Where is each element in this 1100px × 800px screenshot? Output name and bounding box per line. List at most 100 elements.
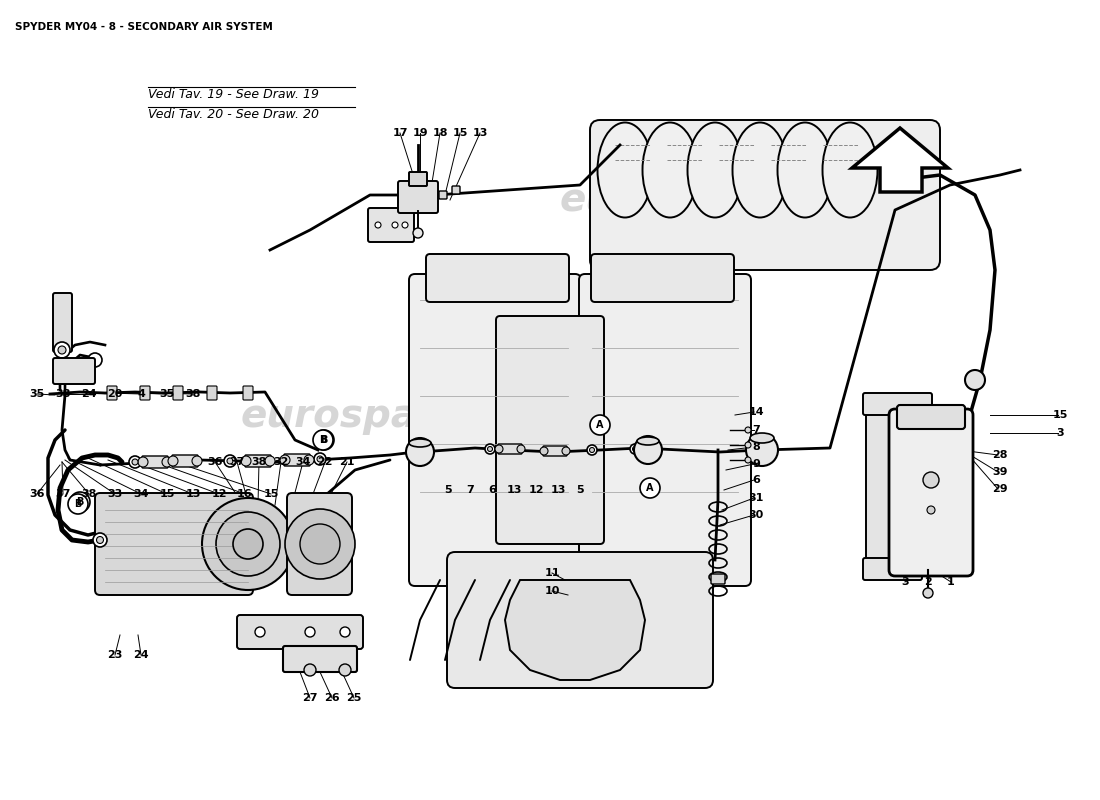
Circle shape <box>265 456 275 466</box>
Circle shape <box>495 445 503 453</box>
Circle shape <box>233 529 263 559</box>
FancyBboxPatch shape <box>368 208 414 242</box>
Circle shape <box>300 524 340 564</box>
Circle shape <box>562 447 570 455</box>
Ellipse shape <box>637 437 659 445</box>
Circle shape <box>54 342 70 358</box>
Circle shape <box>339 664 351 676</box>
Circle shape <box>94 533 107 547</box>
FancyBboxPatch shape <box>409 274 581 586</box>
FancyBboxPatch shape <box>889 409 974 576</box>
Text: 31: 31 <box>748 493 763 503</box>
FancyBboxPatch shape <box>866 398 892 572</box>
Text: 10: 10 <box>544 586 560 596</box>
Circle shape <box>406 438 434 466</box>
FancyBboxPatch shape <box>496 316 604 544</box>
Text: 32: 32 <box>273 457 288 467</box>
Text: 24: 24 <box>81 389 97 399</box>
FancyBboxPatch shape <box>173 386 183 400</box>
Text: 30: 30 <box>748 510 763 520</box>
Text: 29: 29 <box>992 484 1008 494</box>
Ellipse shape <box>597 122 652 218</box>
Ellipse shape <box>409 439 431 447</box>
Text: A: A <box>647 483 653 493</box>
Ellipse shape <box>733 122 788 218</box>
Circle shape <box>317 456 323 462</box>
Circle shape <box>216 512 280 576</box>
Circle shape <box>314 430 333 450</box>
Circle shape <box>97 537 103 543</box>
FancyBboxPatch shape <box>140 386 150 400</box>
Text: 34: 34 <box>295 457 310 467</box>
FancyBboxPatch shape <box>142 456 168 468</box>
Circle shape <box>304 455 313 465</box>
Text: 35: 35 <box>160 389 175 399</box>
Circle shape <box>162 457 172 467</box>
Text: 37: 37 <box>229 457 244 467</box>
Circle shape <box>923 588 933 598</box>
Circle shape <box>634 436 662 464</box>
FancyBboxPatch shape <box>543 446 566 456</box>
Circle shape <box>138 457 148 467</box>
Text: Vedi Tav. 20 - See Draw. 20: Vedi Tav. 20 - See Draw. 20 <box>148 108 319 121</box>
FancyBboxPatch shape <box>95 493 253 595</box>
FancyBboxPatch shape <box>591 254 734 302</box>
Text: 12: 12 <box>211 489 227 499</box>
Text: 28: 28 <box>992 450 1008 460</box>
FancyBboxPatch shape <box>579 274 751 586</box>
FancyBboxPatch shape <box>53 358 95 384</box>
Circle shape <box>487 446 493 451</box>
FancyBboxPatch shape <box>287 493 352 595</box>
Text: 24: 24 <box>133 650 148 660</box>
Text: SPYDER MY04 - 8 - SECONDARY AIR SYSTEM: SPYDER MY04 - 8 - SECONDARY AIR SYSTEM <box>15 22 273 32</box>
Circle shape <box>224 455 236 467</box>
Circle shape <box>58 346 66 354</box>
Text: 25: 25 <box>346 693 362 703</box>
FancyBboxPatch shape <box>590 120 940 270</box>
Text: B: B <box>319 435 327 445</box>
Text: 38: 38 <box>81 489 97 499</box>
FancyBboxPatch shape <box>245 455 271 467</box>
FancyBboxPatch shape <box>398 181 438 213</box>
Text: B: B <box>320 435 328 445</box>
Text: 36: 36 <box>30 489 45 499</box>
Text: 6: 6 <box>752 475 760 485</box>
FancyBboxPatch shape <box>447 552 713 688</box>
Text: 37: 37 <box>55 489 70 499</box>
Circle shape <box>745 457 751 463</box>
Text: 7: 7 <box>752 425 760 435</box>
Circle shape <box>168 456 178 466</box>
Text: B: B <box>75 499 81 509</box>
Text: 21: 21 <box>339 457 354 467</box>
FancyBboxPatch shape <box>207 386 217 400</box>
Ellipse shape <box>778 122 833 218</box>
Circle shape <box>587 445 597 455</box>
Circle shape <box>746 434 778 466</box>
Circle shape <box>314 430 334 450</box>
Circle shape <box>632 446 638 451</box>
Text: 26: 26 <box>324 693 340 703</box>
Circle shape <box>540 447 548 455</box>
Text: 17: 17 <box>393 128 408 138</box>
Text: 19: 19 <box>412 128 428 138</box>
Text: 15: 15 <box>1053 410 1068 420</box>
Text: 8: 8 <box>752 442 760 452</box>
FancyBboxPatch shape <box>284 454 310 466</box>
Polygon shape <box>505 580 645 680</box>
Text: 13: 13 <box>506 485 521 495</box>
Circle shape <box>927 506 935 514</box>
Circle shape <box>957 560 974 576</box>
FancyBboxPatch shape <box>896 405 965 429</box>
FancyBboxPatch shape <box>283 646 358 672</box>
Circle shape <box>630 444 640 454</box>
Text: Vedi Tav. 19 - See Draw. 19: Vedi Tav. 19 - See Draw. 19 <box>148 88 319 101</box>
Circle shape <box>375 222 381 228</box>
Circle shape <box>745 442 751 448</box>
Text: 23: 23 <box>108 650 123 660</box>
Circle shape <box>285 509 355 579</box>
Text: 14: 14 <box>748 407 763 417</box>
Circle shape <box>402 222 408 228</box>
FancyBboxPatch shape <box>243 386 253 400</box>
Circle shape <box>640 478 660 498</box>
Circle shape <box>923 472 939 488</box>
